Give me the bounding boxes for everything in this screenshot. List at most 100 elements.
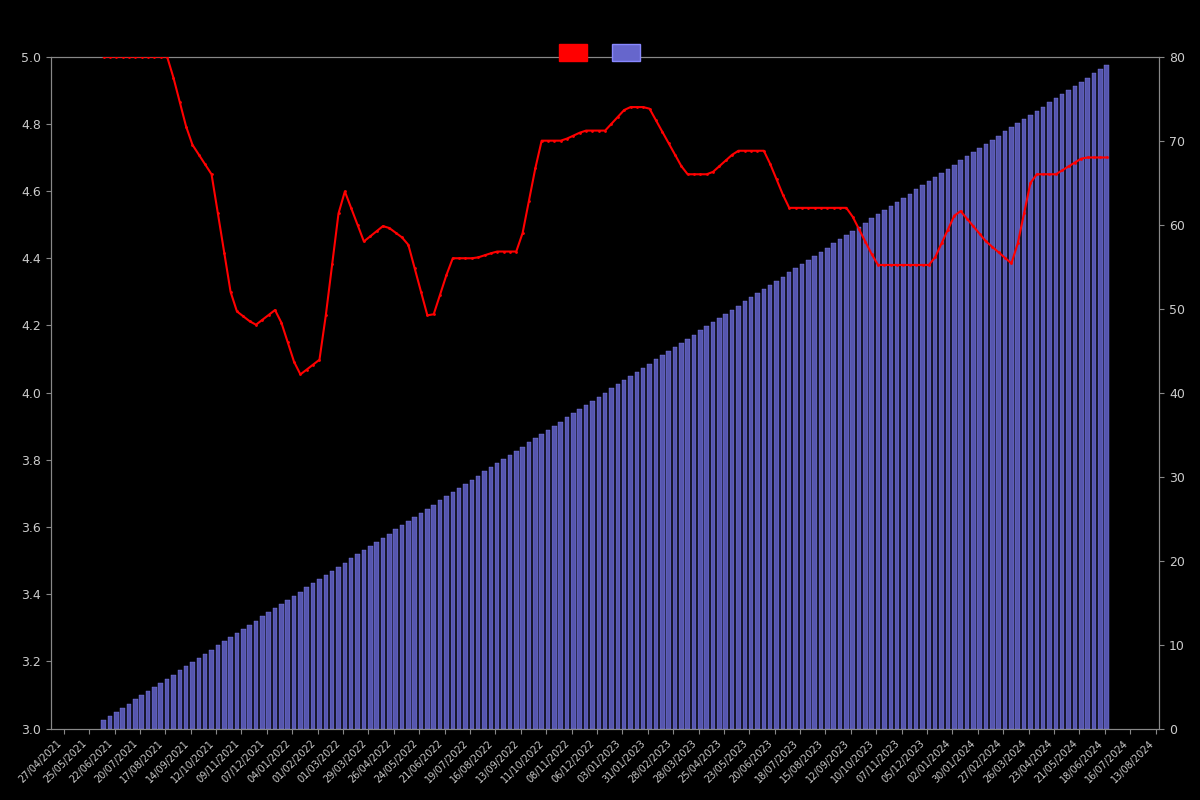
Bar	[641, 368, 646, 729]
Bar	[666, 351, 671, 729]
Bar	[158, 683, 163, 729]
Bar	[494, 463, 499, 729]
Bar	[863, 222, 868, 729]
Bar	[1092, 74, 1097, 729]
Bar	[629, 376, 632, 729]
Bar	[324, 575, 328, 729]
Bar	[895, 202, 900, 729]
Bar	[546, 430, 551, 729]
Bar	[469, 480, 474, 729]
Bar	[280, 604, 283, 729]
Bar	[926, 181, 931, 729]
Bar	[336, 566, 341, 729]
Bar	[120, 708, 125, 729]
Bar	[952, 165, 956, 729]
Bar	[235, 633, 239, 729]
Bar	[787, 272, 792, 729]
Bar	[984, 144, 989, 729]
Bar	[216, 646, 220, 729]
Bar	[355, 554, 360, 729]
Bar	[571, 414, 576, 729]
Bar	[743, 302, 748, 729]
Bar	[971, 152, 976, 729]
Bar	[616, 384, 620, 729]
Bar	[959, 161, 962, 729]
Bar	[253, 621, 258, 729]
Bar	[444, 496, 449, 729]
Bar	[488, 467, 493, 729]
Bar	[292, 596, 296, 729]
Bar	[527, 442, 532, 729]
Bar	[203, 654, 208, 729]
Bar	[272, 608, 277, 729]
Bar	[457, 488, 461, 729]
Bar	[602, 393, 607, 729]
Bar	[736, 306, 740, 729]
Bar	[1040, 106, 1045, 729]
Bar	[679, 343, 684, 729]
Bar	[133, 699, 138, 729]
Bar	[793, 268, 798, 729]
Bar	[1073, 86, 1078, 729]
Bar	[127, 703, 131, 729]
Bar	[1048, 102, 1051, 729]
Bar	[482, 471, 487, 729]
Bar	[432, 505, 436, 729]
Bar	[1085, 78, 1090, 729]
Bar	[419, 513, 424, 729]
Bar	[552, 426, 557, 729]
Bar	[940, 173, 944, 729]
Bar	[241, 629, 246, 729]
Bar	[851, 231, 854, 729]
Bar	[654, 359, 658, 729]
Bar	[996, 135, 1001, 729]
Bar	[406, 521, 410, 729]
Bar	[388, 534, 391, 729]
Bar	[330, 571, 335, 729]
Bar	[622, 380, 626, 729]
Bar	[635, 372, 640, 729]
Bar	[762, 289, 766, 729]
Bar	[298, 592, 302, 729]
Bar	[1104, 65, 1109, 729]
Bar	[374, 542, 379, 729]
Bar	[1003, 131, 1007, 729]
Bar	[1015, 123, 1020, 729]
Bar	[1060, 94, 1064, 729]
Bar	[838, 239, 842, 729]
Bar	[521, 446, 524, 729]
Bar	[317, 579, 322, 729]
Legend: , : ,	[552, 37, 658, 68]
Bar	[1054, 98, 1058, 729]
Bar	[774, 281, 779, 729]
Bar	[901, 198, 906, 729]
Bar	[209, 650, 214, 729]
Bar	[502, 459, 506, 729]
Bar	[380, 538, 385, 729]
Bar	[596, 397, 601, 729]
Bar	[108, 716, 113, 729]
Bar	[698, 330, 703, 729]
Bar	[1009, 127, 1014, 729]
Bar	[305, 587, 310, 729]
Bar	[888, 206, 893, 729]
Bar	[857, 226, 862, 729]
Bar	[1028, 115, 1033, 729]
Bar	[1079, 82, 1084, 729]
Bar	[710, 322, 715, 729]
Bar	[590, 401, 595, 729]
Bar	[882, 210, 887, 729]
Bar	[914, 190, 918, 729]
Bar	[450, 492, 455, 729]
Bar	[1067, 90, 1070, 729]
Bar	[1022, 119, 1026, 729]
Bar	[749, 298, 754, 729]
Bar	[191, 662, 194, 729]
Bar	[870, 218, 874, 729]
Bar	[907, 194, 912, 729]
Bar	[508, 454, 512, 729]
Bar	[932, 177, 937, 729]
Bar	[1098, 70, 1103, 729]
Bar	[647, 363, 652, 729]
Bar	[222, 642, 227, 729]
